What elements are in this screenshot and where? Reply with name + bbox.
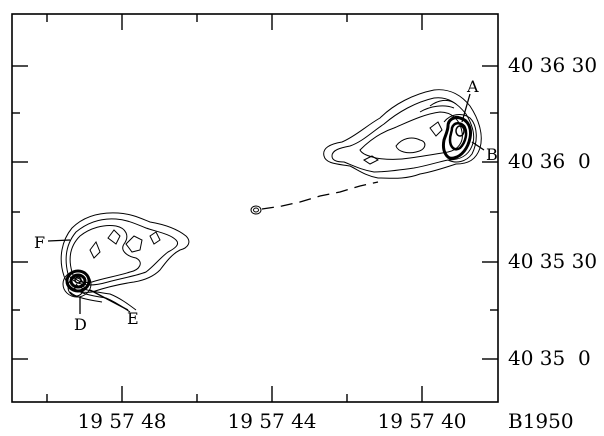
x-tick-label: 19 57 40 bbox=[377, 409, 466, 433]
component-label-e: E bbox=[127, 309, 139, 328]
y-axis-ticks bbox=[12, 65, 498, 360]
x-axis-label: B1950 bbox=[508, 409, 574, 433]
y-tick-label: 40 36 0 bbox=[508, 149, 591, 173]
y-tick-label: 40 35 30 bbox=[508, 249, 597, 273]
western-lobe-contours bbox=[60, 212, 190, 313]
plot-frame bbox=[11, 13, 499, 403]
component-label-f: F bbox=[34, 233, 45, 252]
core-d bbox=[62, 269, 92, 298]
y-tick-label: 40 36 30 bbox=[508, 53, 597, 77]
component-pointers bbox=[47, 93, 485, 314]
x-axis-ticks bbox=[46, 14, 423, 402]
eastern-lobe-contours bbox=[323, 89, 482, 179]
component-label-a: A bbox=[466, 77, 479, 96]
jet-path bbox=[261, 181, 379, 210]
core-a bbox=[442, 114, 477, 163]
x-tick-label: 19 57 48 bbox=[77, 409, 166, 433]
component-label-b: B bbox=[486, 145, 498, 164]
x-tick-label: 19 57 44 bbox=[227, 409, 316, 433]
y-tick-label: 40 35 0 bbox=[508, 346, 591, 370]
central-core bbox=[250, 205, 262, 215]
component-label-d: D bbox=[74, 315, 87, 334]
